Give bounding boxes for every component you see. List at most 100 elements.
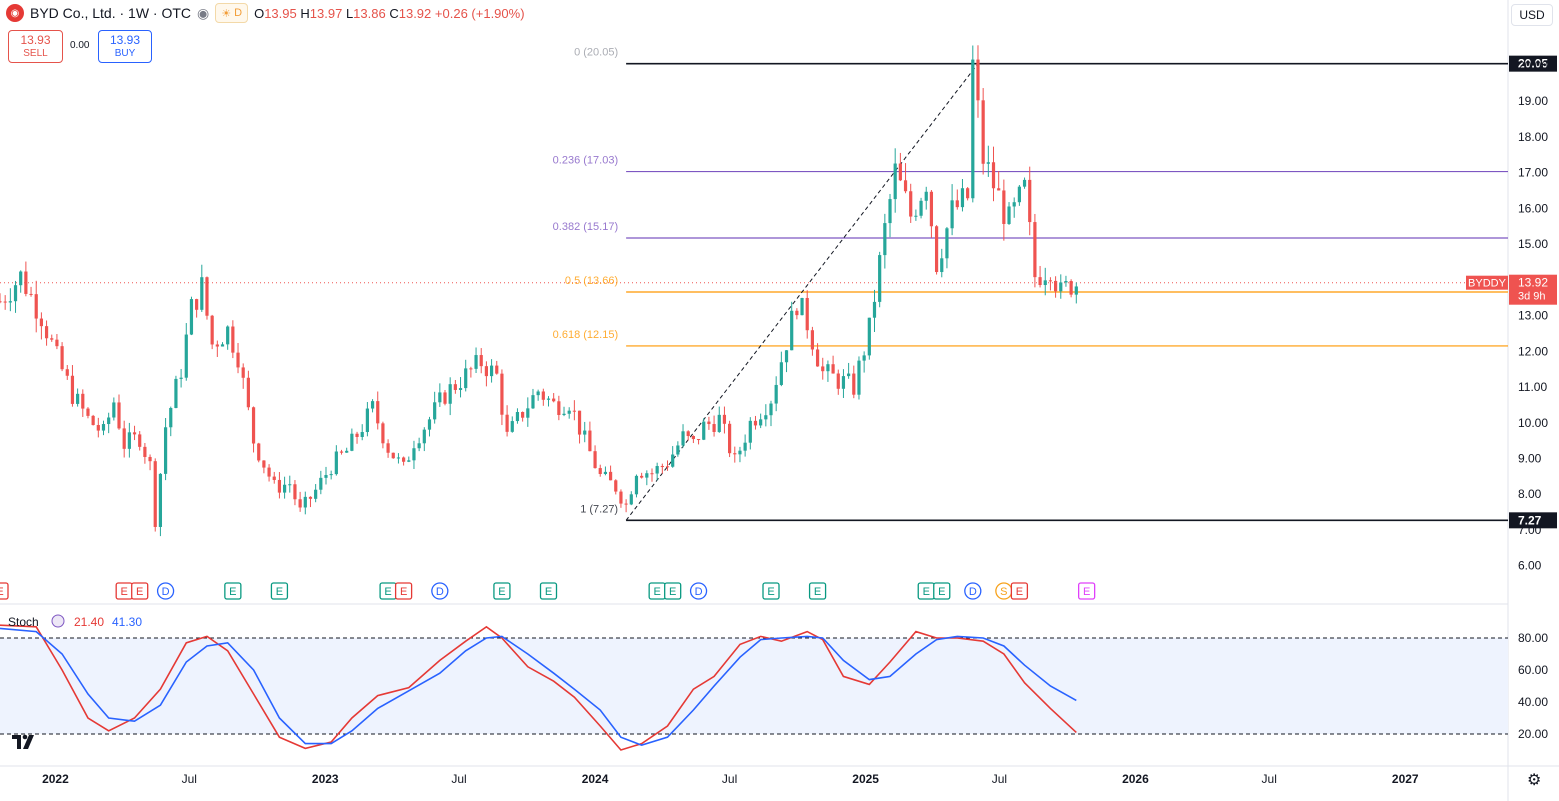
- candle-body[interactable]: [438, 392, 442, 403]
- candle-body[interactable]: [334, 451, 338, 475]
- candle-body[interactable]: [619, 491, 623, 504]
- earnings-event-icon[interactable]: [394, 582, 413, 600]
- candle-body[interactable]: [852, 373, 856, 395]
- candle-body[interactable]: [934, 226, 939, 273]
- candle-body[interactable]: [867, 317, 871, 356]
- candle-body[interactable]: [29, 293, 33, 295]
- candle-body[interactable]: [127, 432, 131, 449]
- candle-body[interactable]: [826, 364, 830, 372]
- candle-body[interactable]: [55, 339, 59, 347]
- candle-body[interactable]: [122, 428, 126, 449]
- candle-body[interactable]: [521, 412, 525, 418]
- candle-body[interactable]: [1028, 179, 1032, 223]
- candle-body[interactable]: [443, 392, 447, 404]
- candle-body[interactable]: [158, 473, 163, 527]
- eye-icon[interactable]: ◉: [197, 4, 210, 21]
- candle-body[interactable]: [179, 377, 183, 379]
- candle-body[interactable]: [132, 432, 137, 435]
- candle-body[interactable]: [531, 395, 535, 409]
- candle-body[interactable]: [417, 443, 421, 449]
- candle-body[interactable]: [257, 443, 261, 461]
- candle-body[interactable]: [1054, 280, 1058, 292]
- candle-body[interactable]: [1048, 280, 1053, 282]
- candle-body[interactable]: [888, 199, 892, 224]
- candle-body[interactable]: [1022, 179, 1027, 187]
- candle-body[interactable]: [407, 460, 411, 462]
- candle-body[interactable]: [277, 479, 282, 493]
- candle-body[interactable]: [759, 419, 763, 426]
- candle-body[interactable]: [308, 496, 313, 499]
- buy-button[interactable]: 13.93 BUY: [98, 30, 152, 63]
- candle-body[interactable]: [541, 391, 545, 400]
- candle-body[interactable]: [924, 191, 928, 201]
- candle-body[interactable]: [577, 410, 582, 435]
- candle-body[interactable]: [226, 326, 230, 345]
- candle-body[interactable]: [790, 310, 794, 351]
- candle-body[interactable]: [241, 367, 245, 378]
- candle-body[interactable]: [422, 429, 426, 444]
- candle-body[interactable]: [303, 496, 307, 508]
- candle-body[interactable]: [769, 403, 773, 416]
- candle-body[interactable]: [878, 255, 882, 302]
- candle-body[interactable]: [298, 499, 302, 508]
- candle-body[interactable]: [598, 468, 602, 474]
- earnings-event-icon[interactable]: [1077, 582, 1096, 600]
- candle-body[interactable]: [645, 473, 649, 478]
- delay-badge[interactable]: ☀ D: [215, 3, 249, 23]
- candle-body[interactable]: [722, 414, 727, 424]
- stoch-d-line[interactable]: [0, 627, 1077, 747]
- candle-body[interactable]: [324, 475, 328, 478]
- candle-body[interactable]: [960, 188, 965, 208]
- candle-body[interactable]: [603, 471, 608, 474]
- candle-body[interactable]: [748, 420, 752, 443]
- candle-body[interactable]: [1074, 286, 1078, 295]
- candle-body[interactable]: [707, 421, 711, 425]
- candle-body[interactable]: [805, 297, 809, 331]
- candle-body[interactable]: [112, 402, 116, 418]
- candle-body[interactable]: [779, 362, 783, 385]
- candle-body[interactable]: [665, 466, 670, 468]
- candle-body[interactable]: [246, 377, 250, 408]
- candle-body[interactable]: [629, 494, 633, 505]
- candle-body[interactable]: [505, 414, 509, 432]
- candle-body[interactable]: [743, 442, 747, 451]
- candle-body[interactable]: [350, 433, 354, 451]
- candle-body[interactable]: [1038, 277, 1042, 286]
- candle-body[interactable]: [660, 466, 664, 468]
- candle-body[interactable]: [319, 477, 323, 490]
- candle-body[interactable]: [8, 301, 12, 303]
- candle-body[interactable]: [624, 503, 628, 505]
- candle-body[interactable]: [479, 355, 483, 367]
- candle-body[interactable]: [702, 421, 706, 440]
- candle-body[interactable]: [800, 297, 804, 316]
- candle-body[interactable]: [143, 446, 147, 457]
- candle-body[interactable]: [883, 223, 887, 256]
- candle-body[interactable]: [696, 439, 701, 441]
- dividend-event-icon[interactable]: [689, 582, 708, 600]
- candle-body[interactable]: [345, 450, 349, 453]
- candle-body[interactable]: [3, 301, 7, 303]
- candle-body[interactable]: [272, 476, 276, 480]
- candle-body[interactable]: [169, 407, 173, 428]
- candle-body[interactable]: [997, 188, 1001, 191]
- candle-body[interactable]: [991, 162, 996, 189]
- candle-body[interactable]: [862, 355, 866, 361]
- candle-body[interactable]: [339, 451, 344, 453]
- earnings-event-icon[interactable]: [270, 582, 289, 600]
- candle-body[interactable]: [515, 412, 520, 422]
- candle-body[interactable]: [552, 398, 556, 402]
- candle-body[interactable]: [671, 454, 675, 467]
- dividend-event-icon[interactable]: [431, 582, 449, 600]
- candle-body[interactable]: [686, 431, 690, 436]
- candle-body[interactable]: [205, 277, 209, 316]
- candle-body[interactable]: [195, 299, 199, 310]
- candle-body[interactable]: [1007, 206, 1011, 224]
- candle-body[interactable]: [220, 344, 225, 347]
- candle-body[interactable]: [464, 368, 468, 389]
- candle-body[interactable]: [738, 450, 742, 455]
- candle-body[interactable]: [210, 315, 214, 345]
- earnings-event-icon[interactable]: [933, 582, 951, 600]
- candle-body[interactable]: [572, 410, 576, 412]
- candle-body[interactable]: [583, 430, 587, 435]
- dividend-event-icon[interactable]: [156, 582, 175, 600]
